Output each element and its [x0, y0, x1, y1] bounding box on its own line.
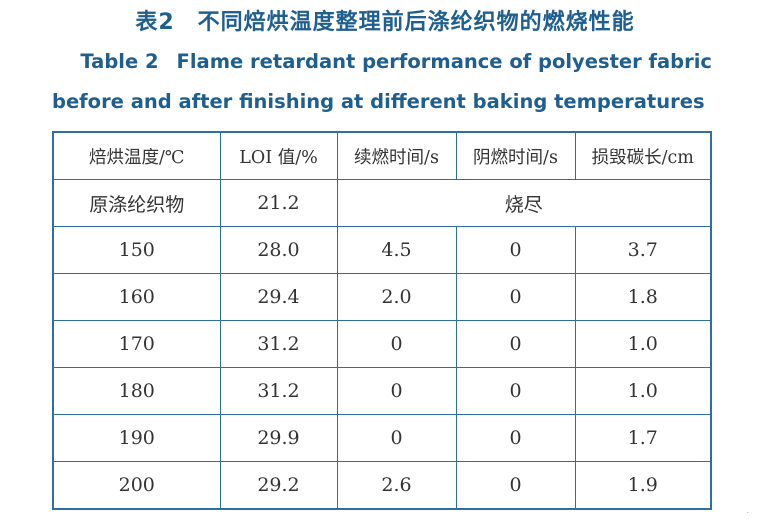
table-row: 190 29.9 0 0 1.7 [52, 414, 712, 462]
cell-afterflame: 0 [336, 320, 457, 368]
cell-afterglow: 0 [455, 367, 576, 415]
data-table: 焙烘温度/℃ LOI 值/% 续燃时间/s 阴燃时间/s 损毁碳长/cm 原涤纶… [52, 131, 712, 510]
cell-original-loi: 21.2 [219, 179, 338, 227]
table-row: 180 31.2 0 0 1.0 [52, 367, 712, 415]
cell-loi: 31.2 [219, 367, 338, 415]
table-title-english-line2: before and after finishing at different … [52, 90, 705, 113]
table-title-english-text: Flame retardant performance of polyester… [176, 50, 712, 73]
cell-char-length: 1.0 [574, 367, 712, 415]
cell-char-length: 1.0 [574, 320, 712, 368]
table-row: 160 29.4 2.0 0 1.8 [52, 273, 712, 321]
header-afterglow-time: 阴燃时间/s [455, 131, 576, 180]
cell-temperature: 150 [52, 226, 221, 274]
cell-afterflame: 2.6 [336, 461, 457, 510]
cell-char-length: 1.8 [574, 273, 712, 321]
table-row-original-fabric: 原涤纶织物 21.2 烧尽 [52, 179, 712, 227]
cell-temperature: 170 [52, 320, 221, 368]
header-afterflame-time: 续燃时间/s [336, 131, 457, 180]
cell-temperature: 200 [52, 461, 221, 510]
table-row: 150 28.0 4.5 0 3.7 [52, 226, 712, 274]
header-loi: LOI 值/% [219, 131, 338, 180]
cell-afterflame: 0 [336, 414, 457, 462]
table-number-label: Table 2 [80, 50, 159, 73]
cell-afterglow: 0 [455, 320, 576, 368]
table-row: 170 31.2 0 0 1.0 [52, 320, 712, 368]
cell-loi: 28.0 [219, 226, 338, 274]
cell-original-result: 烧尽 [336, 179, 712, 227]
cell-char-length: 1.7 [574, 414, 712, 462]
cell-loi: 29.9 [219, 414, 338, 462]
header-baking-temperature: 焙烘温度/℃ [52, 131, 221, 180]
cell-loi: 31.2 [219, 320, 338, 368]
cell-temperature: 190 [52, 414, 221, 462]
cell-afterglow: 0 [455, 461, 576, 510]
cell-afterglow: 0 [455, 226, 576, 274]
cell-char-length: 1.9 [574, 461, 712, 510]
header-char-length: 损毁碳长/cm [574, 131, 712, 180]
cell-original-label: 原涤纶织物 [52, 179, 221, 227]
table-header-row: 焙烘温度/℃ LOI 值/% 续燃时间/s 阴燃时间/s 损毁碳长/cm [52, 131, 712, 180]
corner-dot: . [746, 506, 749, 515]
table-title-english-line1: Table 2 Flame retardant performance of po… [52, 50, 712, 73]
cell-temperature: 160 [52, 273, 221, 321]
cell-loi: 29.2 [219, 461, 338, 510]
cell-char-length: 3.7 [574, 226, 712, 274]
cell-loi: 29.4 [219, 273, 338, 321]
cell-afterglow: 0 [455, 273, 576, 321]
cell-afterglow: 0 [455, 414, 576, 462]
table-title-chinese: 表2 不同焙烘温度整理前后涤纶织物的燃烧性能 [135, 10, 635, 35]
cell-afterflame: 2.0 [336, 273, 457, 321]
cell-afterflame: 4.5 [336, 226, 457, 274]
cell-afterflame: 0 [336, 367, 457, 415]
cell-temperature: 180 [52, 367, 221, 415]
table-row: 200 29.2 2.6 0 1.9 [52, 461, 712, 510]
